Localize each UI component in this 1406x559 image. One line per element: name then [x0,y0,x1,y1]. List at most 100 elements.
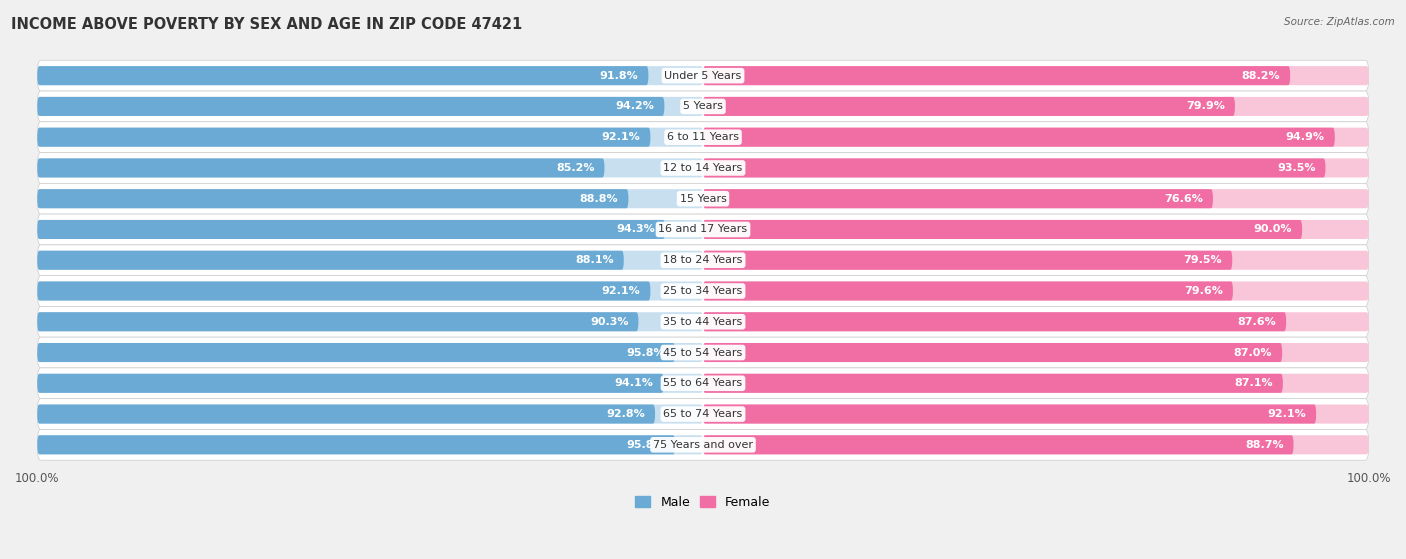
Text: 85.2%: 85.2% [555,163,595,173]
Text: 88.8%: 88.8% [579,194,619,203]
FancyBboxPatch shape [37,158,703,178]
FancyBboxPatch shape [37,282,703,301]
FancyBboxPatch shape [703,343,1369,362]
FancyBboxPatch shape [703,220,1302,239]
Text: 90.0%: 90.0% [1254,225,1292,234]
FancyBboxPatch shape [703,220,1369,239]
FancyBboxPatch shape [703,374,1369,393]
FancyBboxPatch shape [37,250,703,270]
FancyBboxPatch shape [37,97,665,116]
Text: 79.5%: 79.5% [1184,255,1222,265]
Text: 93.5%: 93.5% [1277,163,1316,173]
Text: 75 Years and over: 75 Years and over [652,440,754,450]
FancyBboxPatch shape [37,312,638,331]
FancyBboxPatch shape [703,405,1316,424]
Text: 94.2%: 94.2% [616,101,654,111]
FancyBboxPatch shape [37,127,703,146]
FancyBboxPatch shape [703,158,1326,178]
FancyBboxPatch shape [37,374,703,393]
FancyBboxPatch shape [37,122,1369,153]
Text: 15 Years: 15 Years [679,194,727,203]
FancyBboxPatch shape [37,250,624,270]
Text: Under 5 Years: Under 5 Years [665,70,741,80]
FancyBboxPatch shape [703,282,1369,301]
Text: 25 to 34 Years: 25 to 34 Years [664,286,742,296]
FancyBboxPatch shape [703,97,1369,116]
FancyBboxPatch shape [37,220,703,239]
Text: 18 to 24 Years: 18 to 24 Years [664,255,742,265]
FancyBboxPatch shape [703,343,1282,362]
Text: 55 to 64 Years: 55 to 64 Years [664,378,742,389]
FancyBboxPatch shape [37,429,1369,460]
FancyBboxPatch shape [703,250,1232,270]
FancyBboxPatch shape [37,276,1369,306]
Text: 94.3%: 94.3% [616,225,655,234]
FancyBboxPatch shape [37,343,675,362]
FancyBboxPatch shape [37,189,628,209]
FancyBboxPatch shape [37,189,703,209]
FancyBboxPatch shape [37,368,1369,399]
Text: 95.8%: 95.8% [627,348,665,358]
FancyBboxPatch shape [37,282,651,301]
FancyBboxPatch shape [37,127,651,146]
Text: 45 to 54 Years: 45 to 54 Years [664,348,742,358]
FancyBboxPatch shape [703,127,1334,146]
Text: 65 to 74 Years: 65 to 74 Years [664,409,742,419]
FancyBboxPatch shape [37,245,1369,276]
FancyBboxPatch shape [703,435,1294,454]
Text: 79.9%: 79.9% [1187,101,1225,111]
Text: 6 to 11 Years: 6 to 11 Years [666,132,740,142]
Text: 91.8%: 91.8% [600,70,638,80]
Text: 5 Years: 5 Years [683,101,723,111]
FancyBboxPatch shape [37,158,605,178]
Text: 95.8%: 95.8% [627,440,665,450]
Text: 87.1%: 87.1% [1234,378,1272,389]
FancyBboxPatch shape [37,405,703,424]
FancyBboxPatch shape [703,189,1213,209]
FancyBboxPatch shape [37,97,703,116]
FancyBboxPatch shape [37,153,1369,183]
Text: 94.9%: 94.9% [1286,132,1324,142]
FancyBboxPatch shape [37,343,703,362]
FancyBboxPatch shape [703,97,1234,116]
FancyBboxPatch shape [703,435,1369,454]
FancyBboxPatch shape [37,220,665,239]
FancyBboxPatch shape [37,435,703,454]
FancyBboxPatch shape [37,374,664,393]
Text: 88.2%: 88.2% [1241,70,1281,80]
FancyBboxPatch shape [703,312,1369,331]
Legend: Male, Female: Male, Female [630,491,776,514]
Text: 92.8%: 92.8% [606,409,645,419]
Text: 90.3%: 90.3% [591,317,628,327]
FancyBboxPatch shape [703,127,1369,146]
FancyBboxPatch shape [703,282,1233,301]
FancyBboxPatch shape [703,66,1291,85]
Text: 87.0%: 87.0% [1233,348,1272,358]
Text: 16 and 17 Years: 16 and 17 Years [658,225,748,234]
FancyBboxPatch shape [37,183,1369,214]
FancyBboxPatch shape [37,91,1369,122]
FancyBboxPatch shape [703,374,1282,393]
Text: INCOME ABOVE POVERTY BY SEX AND AGE IN ZIP CODE 47421: INCOME ABOVE POVERTY BY SEX AND AGE IN Z… [11,17,523,32]
FancyBboxPatch shape [37,312,703,331]
FancyBboxPatch shape [37,306,1369,337]
FancyBboxPatch shape [37,66,703,85]
FancyBboxPatch shape [37,435,675,454]
FancyBboxPatch shape [37,337,1369,368]
FancyBboxPatch shape [703,312,1286,331]
FancyBboxPatch shape [37,60,1369,91]
Text: 76.6%: 76.6% [1164,194,1204,203]
Text: 79.6%: 79.6% [1184,286,1223,296]
Text: 92.1%: 92.1% [602,132,640,142]
FancyBboxPatch shape [703,158,1369,178]
FancyBboxPatch shape [37,405,655,424]
FancyBboxPatch shape [37,399,1369,429]
FancyBboxPatch shape [703,250,1369,270]
Text: 12 to 14 Years: 12 to 14 Years [664,163,742,173]
FancyBboxPatch shape [703,66,1369,85]
Text: Source: ZipAtlas.com: Source: ZipAtlas.com [1284,17,1395,27]
FancyBboxPatch shape [703,405,1369,424]
FancyBboxPatch shape [37,66,648,85]
Text: 88.1%: 88.1% [575,255,614,265]
Text: 87.6%: 87.6% [1237,317,1277,327]
